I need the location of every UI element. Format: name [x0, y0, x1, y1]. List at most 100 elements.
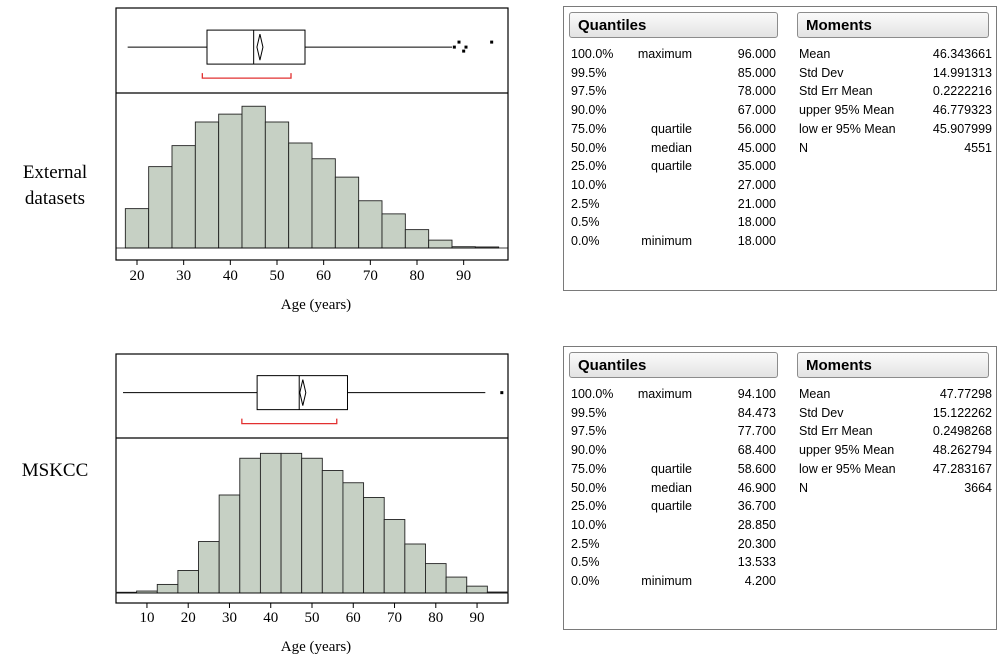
quantile-value: 67.000	[737, 103, 776, 118]
histogram-bar	[311, 158, 336, 249]
x-tick-label: 80	[410, 268, 425, 284]
boxplot-outlier	[457, 40, 461, 44]
quantile-name	[624, 537, 692, 552]
histogram-bar	[148, 166, 173, 249]
quantile-name	[624, 178, 692, 193]
quantile-pct: 0.0%	[571, 234, 600, 248]
histogram-bar	[124, 208, 150, 249]
chart-group-0: 20 30 40 50 60 70 80 90 Age (years)	[115, 7, 509, 313]
histogram-bar	[288, 142, 313, 249]
quantile-name	[624, 66, 692, 81]
histogram-bar	[198, 541, 220, 594]
x-tick-label: 80	[428, 610, 443, 626]
x-tick-label: 60	[346, 610, 361, 626]
quantile-value: 36.700	[737, 499, 776, 514]
histogram-bar	[428, 239, 453, 249]
quantile-value: 18.000	[737, 234, 776, 248]
histogram-bar	[404, 543, 426, 594]
quantile-pct: 2.5%	[571, 196, 600, 211]
x-axis-label: Age (years)	[281, 297, 351, 313]
chart-group-1: 10 20 30 40 50 60 70 80 90 Age (years)	[115, 353, 509, 655]
histogram-bar	[239, 457, 261, 594]
quantile-name: minimum	[641, 574, 692, 588]
boxplot-outlier	[500, 391, 504, 395]
quantile-pct: 25.0%	[571, 499, 607, 514]
moment-value: 14.991313	[932, 65, 992, 80]
histogram-bar	[156, 583, 179, 594]
stats-panel-external: Quantiles Moments 100.0% maximum 96.000 99.…	[563, 6, 997, 291]
group-label-line-1: MSKCC	[21, 460, 89, 481]
histogram-bar	[363, 497, 385, 594]
quantile-value: 58.600	[737, 461, 776, 476]
x-tick-label: 30	[222, 610, 237, 626]
moment-name: low er 95% Mean	[799, 461, 896, 476]
quantile-value: 35.000	[737, 159, 776, 174]
quantile-pct: 10.0%	[571, 517, 607, 532]
group-label-mskcc: MSKCC	[0, 458, 110, 484]
moment-name: Mean	[799, 47, 831, 61]
stats-panel-mskcc: Quantiles Moments 100.0% maximum 94.100 99.…	[563, 346, 997, 630]
moment-value: 0.2222216	[932, 84, 992, 99]
boxplot-outlier	[452, 45, 456, 49]
quantile-name	[624, 518, 692, 533]
x-axis-label: Age (years)	[281, 639, 351, 655]
quantile-pct: 100.0%	[571, 47, 614, 61]
quantile-pct: 75.0%	[571, 461, 607, 476]
quantile-pct: 0.5%	[571, 215, 600, 230]
x-tick-label: 20	[181, 610, 196, 626]
quantile-value: 68.400	[737, 443, 776, 458]
histogram-bar	[241, 105, 266, 249]
chart-frame	[115, 7, 509, 261]
quantile-value: 28.850	[737, 517, 776, 532]
quantile-pct: 2.5%	[571, 536, 600, 551]
quantile-name: quartile	[651, 461, 692, 476]
quantile-value: 45.000	[737, 140, 776, 155]
moments-header: Moments	[797, 12, 989, 38]
quantile-pct: 50.0%	[571, 480, 607, 495]
quantile-pct: 25.0%	[571, 159, 607, 174]
moment-value: 3664	[964, 480, 992, 495]
histogram-bar	[425, 563, 447, 594]
histogram-bar	[218, 494, 241, 594]
shortest-half-bracket	[241, 418, 338, 425]
moment-value: 45.907999	[932, 121, 992, 136]
histogram-bar	[466, 585, 488, 594]
quantile-value: 20.300	[737, 536, 776, 551]
quantile-value: 27.000	[737, 177, 776, 192]
x-tick-label: 20	[130, 268, 145, 284]
quantile-name	[624, 84, 692, 99]
moment-name: low er 95% Mean	[799, 121, 896, 136]
quantile-value: 94.100	[737, 387, 776, 401]
moment-value: 46.343661	[932, 47, 992, 61]
quantile-pct: 99.5%	[571, 65, 607, 80]
x-tick-label: 50	[270, 268, 285, 284]
quantile-name: quartile	[651, 499, 692, 514]
moment-name: Std Err Mean	[799, 84, 873, 99]
quantile-name: minimum	[641, 234, 692, 248]
x-tick-label: 30	[176, 268, 191, 284]
quantile-name	[624, 443, 692, 458]
boxplot-outlier	[464, 45, 468, 49]
x-tick-label: 90	[470, 610, 485, 626]
quantile-name: median	[651, 480, 692, 495]
quantile-pct: 97.5%	[571, 84, 607, 99]
moment-name: Mean	[799, 387, 831, 401]
boxplot-mean-diamond	[299, 379, 307, 406]
histogram-bar	[171, 145, 196, 249]
quantile-name	[624, 215, 692, 230]
moment-value: 15.122262	[932, 405, 992, 420]
x-tick-label: 10	[139, 610, 154, 626]
moment-name: Std Dev	[799, 405, 844, 420]
histogram-bar	[383, 519, 406, 594]
x-tick-label: 40	[223, 268, 238, 284]
quantile-pct: 99.5%	[571, 405, 607, 420]
quantile-pct: 50.0%	[571, 140, 607, 155]
quantile-name: median	[651, 140, 692, 155]
quantile-pct: 0.5%	[571, 555, 600, 570]
x-tick-label: 90	[456, 268, 471, 284]
quantile-value: 46.900	[737, 480, 776, 495]
moment-value: 4551	[964, 140, 992, 155]
moment-value: 48.262794	[932, 443, 992, 458]
quantile-value: 78.000	[737, 84, 776, 99]
shortest-half-bracket	[201, 73, 292, 79]
